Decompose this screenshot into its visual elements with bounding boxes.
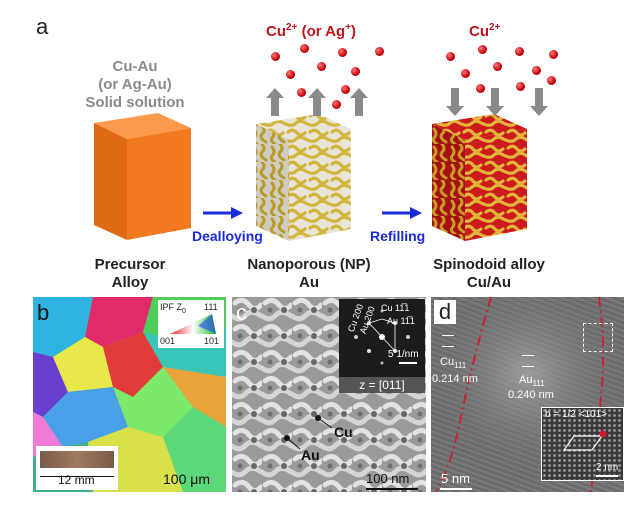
diffraction-inset: Cu 200 Au 200 Cu 11̅1 Au 11̅1 5 1/nm xyxy=(339,299,425,377)
precursor-title: Cu-Au (or Ag-Au) Solid solution xyxy=(80,58,190,112)
diff-au111: Au 11̅1 xyxy=(387,316,415,326)
inset-scale-bar xyxy=(40,476,114,477)
panel-a-letter: a xyxy=(36,14,49,39)
precursor-title-line3: Solid solution xyxy=(85,94,185,111)
inset-lattice xyxy=(542,408,623,480)
precursor-title-line1: Cu-Au xyxy=(112,58,158,75)
cu-spacing-marker xyxy=(442,335,454,347)
ipf-101: 101 xyxy=(204,336,220,346)
ipf-111: 111 xyxy=(204,302,218,312)
inset-scale-label: 12 mm xyxy=(58,473,95,487)
panel-c-scale-label: 100 nm xyxy=(366,471,410,486)
dislocation-box xyxy=(583,323,613,352)
ipf-triangle xyxy=(170,314,216,334)
diff-scale-label: 5 1/nm xyxy=(388,349,419,360)
panel-c-scale-bar xyxy=(366,488,418,490)
stage-precursor: Precursor Alloy xyxy=(94,256,166,291)
au-spacing-marker xyxy=(522,355,534,367)
cu-spacing-value: 0.214 nm xyxy=(432,373,478,385)
diffraction-spots xyxy=(354,309,410,365)
up-arrows xyxy=(266,88,368,116)
ipf-label: IPF Z0 xyxy=(160,302,186,315)
panel-d-scale-label: 5 nm xyxy=(441,471,470,486)
au-spacing-value: 0.240 nm xyxy=(508,389,554,401)
au-spacing-label: Au111 xyxy=(519,374,545,389)
label-cu: Cu xyxy=(334,424,353,440)
burgers-label: b = 1/2 <101> xyxy=(545,409,608,420)
diff-cu111: Cu 11̅1 xyxy=(381,303,410,313)
panel-b-scale-label: 100 μm xyxy=(163,471,210,487)
diff-scale-bar xyxy=(399,362,417,364)
stage-spinodoid: Spinodoid alloy Cu/Au xyxy=(433,256,545,291)
ipf-001: 001 xyxy=(160,336,176,346)
panel-d-letter: d xyxy=(434,300,456,324)
phase-pointers xyxy=(284,415,333,450)
sample-photo-inset: 12 mm xyxy=(36,446,118,490)
down-arrows xyxy=(446,88,548,116)
cu-spacing-label: Cu111 xyxy=(440,356,467,371)
precursor-title-line2: (or Ag-Au) xyxy=(98,76,172,93)
precursor-cube xyxy=(94,113,191,240)
step-refilling: Refilling xyxy=(370,228,426,244)
panel-d-hrtem xyxy=(431,297,624,492)
ipf-key: IPF Z0 111 001 101 xyxy=(158,300,224,348)
stage-nanoporous: Nanoporous (NP) Au xyxy=(247,256,371,291)
panel-c-sem xyxy=(232,297,426,492)
step-dealloying: Dealloying xyxy=(192,228,263,244)
nanoporous-cube xyxy=(256,114,351,241)
spinodoid-cube xyxy=(432,114,527,241)
ion-label-dealloy: Cu2+ (or Ag+) xyxy=(266,22,357,40)
panel-b-letter: b xyxy=(37,300,50,325)
zone-axis-label: z = [011] xyxy=(339,377,425,393)
inset-d-scale-label: 2 nm xyxy=(596,462,619,473)
dislocation-inset: b = 1/2 <101> 2 nm xyxy=(541,407,624,481)
panel-d-scale-bar xyxy=(440,488,472,490)
ion-label-refill: Cu2+ xyxy=(469,22,501,40)
inset-d-scale-bar xyxy=(596,475,618,477)
dealloy-arrow xyxy=(203,207,243,219)
panel-c-letter: c xyxy=(236,300,247,325)
refill-arrow xyxy=(382,207,422,219)
cube-diagram xyxy=(94,88,548,241)
label-au: Au xyxy=(301,447,320,463)
